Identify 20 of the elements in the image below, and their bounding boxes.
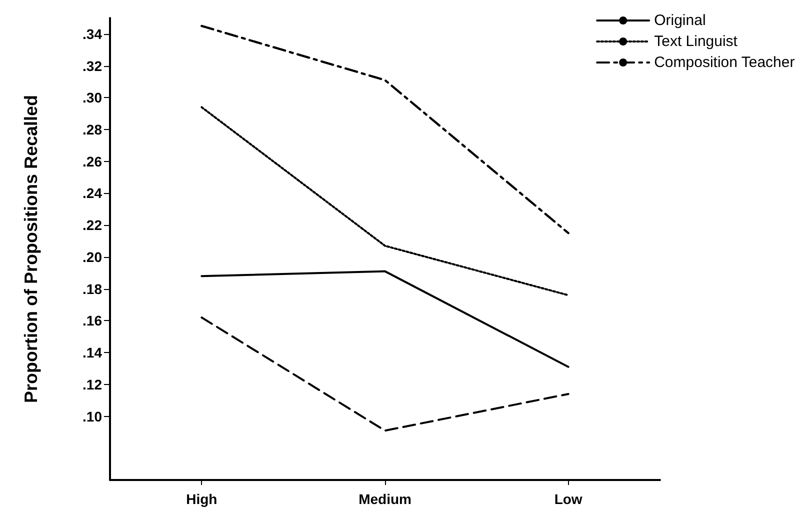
y-tick-label: .20 <box>82 248 102 265</box>
y-tick-label: .28 <box>82 122 102 138</box>
x-tick-label: High <box>186 491 218 507</box>
x-tick-label: Low <box>554 491 582 507</box>
y-tick-label: .32 <box>82 58 102 74</box>
legend-label: Composition Teacher <box>654 54 795 71</box>
y-tick-label: .10 <box>82 408 102 424</box>
y-axis-title: Proportion of Propositions Recalled <box>21 94 41 404</box>
y-tick-label: .16 <box>82 312 102 329</box>
y-tick-label: .18 <box>82 280 102 297</box>
y-tick-label: .14 <box>82 344 102 361</box>
y-tick-label: .24 <box>82 185 102 202</box>
y-tick-label: .26 <box>82 153 102 170</box>
x-tick-label: Medium <box>358 491 412 507</box>
y-tick-label: .12 <box>82 376 102 392</box>
legend-label: Original <box>654 12 706 29</box>
y-tick-label: .22 <box>82 217 102 234</box>
y-tick-label: .34 <box>82 26 102 42</box>
legend-label: Text Linguist <box>654 33 738 50</box>
y-tick-label: .30 <box>82 90 102 106</box>
